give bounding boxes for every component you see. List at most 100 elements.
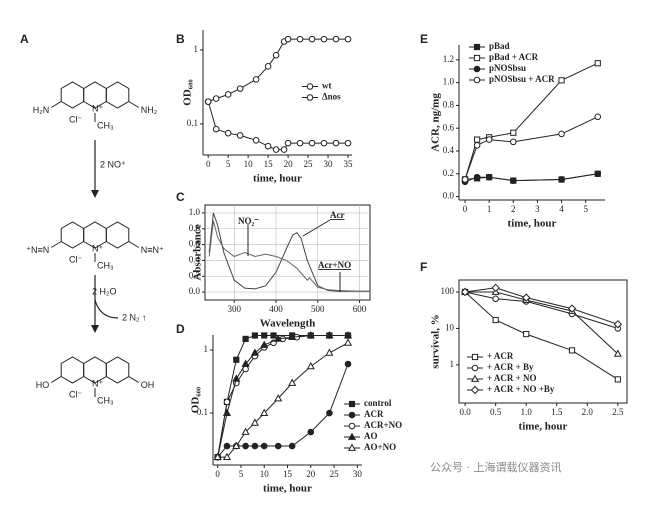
legend-label: pNOSbsu + ACR — [489, 74, 555, 84]
marker — [284, 35, 292, 43]
marker — [242, 335, 249, 343]
y-tick-label: 1.0 — [443, 77, 455, 87]
legend-label: Δnos — [322, 92, 341, 102]
marker — [284, 139, 292, 147]
marker — [272, 146, 280, 153]
y-axis-label: OD₆₀₀ — [182, 79, 194, 106]
x-tick-label: 15 — [283, 469, 293, 479]
marker — [523, 330, 530, 338]
marker — [332, 35, 340, 43]
y-tick-label: 10 — [445, 322, 455, 332]
y-tick-label: 0.4 — [189, 254, 201, 264]
panel-label: E — [420, 32, 428, 46]
marker — [594, 60, 601, 67]
methyl: CH₃ — [97, 260, 114, 270]
x-tick-label: 0.5 — [490, 407, 502, 417]
marker — [260, 442, 268, 450]
reagent: 2 H₂O — [92, 286, 117, 296]
y-tick-label: 1 — [204, 344, 209, 354]
x-tick-label: 5 — [583, 204, 588, 214]
marker — [492, 316, 499, 324]
marker — [473, 54, 481, 62]
marker — [306, 94, 314, 101]
y-tick-label: 0.0 — [189, 286, 201, 296]
marker — [232, 441, 241, 449]
bond — [128, 241, 140, 248]
marker — [347, 443, 357, 451]
marker — [250, 348, 259, 356]
x-tick-label: 10 — [260, 469, 270, 479]
y-tick-label: 1.0 — [189, 207, 201, 217]
marker — [521, 293, 531, 302]
marker — [274, 394, 283, 402]
marker — [320, 139, 328, 147]
marker — [241, 359, 250, 367]
marker — [222, 452, 232, 461]
marker — [473, 76, 481, 84]
x-tick-label: 1 — [487, 204, 492, 214]
marker — [320, 35, 328, 43]
y-tick-label: 0.1 — [197, 407, 208, 417]
x-tick-label: 600 — [353, 304, 367, 314]
legend-label: + ACR — [487, 351, 514, 361]
substituent: HO — [36, 380, 50, 390]
marker — [471, 364, 479, 372]
marker — [242, 442, 249, 450]
marker — [594, 113, 602, 121]
arrowhead — [91, 190, 99, 198]
counterion: Cl⁻ — [69, 114, 82, 124]
marker — [261, 332, 268, 339]
bond — [50, 241, 62, 248]
marker — [473, 136, 481, 143]
marker — [232, 374, 241, 382]
marker — [558, 77, 565, 84]
legend-label: AO+NO — [364, 442, 396, 452]
y-axis-label: OD₆₀₀ — [190, 386, 202, 413]
marker — [250, 418, 259, 426]
marker — [473, 65, 481, 73]
marker — [204, 98, 212, 105]
product: 2 N₂ ↑ — [122, 312, 147, 322]
reagent: 2 NO⁺ — [100, 159, 126, 169]
marker — [233, 356, 240, 363]
marker — [264, 63, 272, 70]
marker — [485, 173, 493, 181]
marker — [213, 452, 222, 461]
ring-nitrogen: N⁺ — [92, 103, 103, 113]
marker — [344, 139, 352, 147]
marker — [270, 332, 277, 339]
x-tick-label: 35 — [344, 159, 354, 169]
marker — [288, 332, 297, 341]
marker — [613, 320, 623, 329]
ring — [105, 221, 130, 249]
y-tick-label: 0.4 — [443, 145, 455, 155]
x-tick-label: 30 — [324, 159, 334, 169]
marker — [613, 349, 622, 357]
marker — [224, 129, 232, 137]
marker — [485, 136, 493, 143]
marker — [473, 173, 481, 181]
legend-label: ACR — [364, 409, 384, 419]
y-tick-label: 1 — [450, 359, 455, 369]
annotation: NO₂⁻ — [238, 216, 259, 226]
marker — [274, 442, 282, 450]
marker — [252, 76, 260, 83]
legend-label: pBad — [489, 41, 510, 51]
legend-label: + ACR + By — [487, 362, 534, 372]
panel-label: A — [20, 32, 29, 46]
marker — [222, 408, 232, 416]
ring — [60, 81, 85, 109]
bond — [50, 376, 62, 383]
x-tick-label: 0 — [215, 469, 220, 479]
marker — [510, 129, 517, 136]
substituent: OH — [141, 380, 155, 390]
counterion: Cl⁻ — [69, 389, 82, 399]
ring — [60, 221, 85, 249]
marker — [558, 130, 565, 138]
counterion: Cl⁻ — [69, 254, 82, 264]
substituent: ⁺N≡N — [26, 245, 49, 255]
x-tick-label: 30 — [353, 469, 363, 479]
marker — [224, 91, 232, 98]
x-tick-label: 2 — [511, 204, 516, 214]
x-tick-label: 20 — [306, 469, 316, 479]
